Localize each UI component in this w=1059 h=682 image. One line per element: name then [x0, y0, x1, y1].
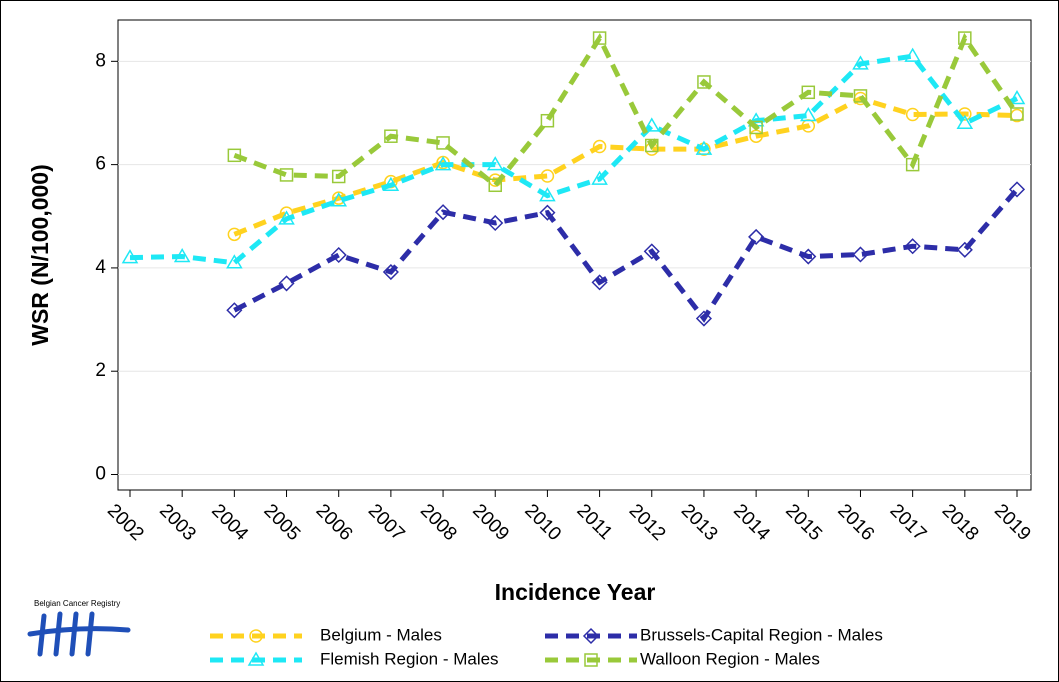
marker	[695, 140, 713, 155]
marker	[1008, 181, 1026, 198]
marker	[956, 241, 973, 258]
marker	[958, 31, 972, 45]
marker	[382, 176, 400, 192]
marker	[331, 169, 346, 184]
marker	[227, 227, 242, 242]
marker	[488, 178, 502, 193]
marker	[539, 187, 556, 202]
marker	[226, 302, 243, 319]
marker	[748, 228, 765, 245]
marker	[227, 148, 242, 163]
y-tick-label: 6	[95, 154, 106, 175]
marker	[1010, 107, 1024, 121]
marker	[539, 204, 556, 221]
legend-label: Belgium - Males	[320, 625, 442, 644]
legend-label: Brussels-Capital Region - Males	[640, 625, 883, 644]
legend-label: Flemish Region - Males	[320, 649, 499, 668]
marker	[853, 89, 868, 103]
marker	[582, 627, 600, 645]
marker	[278, 210, 295, 225]
logo	[27, 611, 131, 657]
marker	[643, 243, 660, 260]
series-line	[233, 32, 1020, 189]
marker	[801, 85, 816, 100]
marker	[799, 107, 817, 122]
marker	[121, 249, 139, 264]
marker	[279, 168, 294, 182]
marker	[173, 248, 191, 263]
marker	[330, 192, 348, 207]
marker	[591, 170, 608, 185]
marker	[695, 310, 713, 327]
legend-label: Walloon Region - Males	[640, 649, 820, 668]
series-line	[233, 187, 1019, 323]
y-axis-title: WSR (N/100,000)	[27, 164, 53, 346]
plot-area	[117, 19, 1032, 491]
marker	[956, 114, 974, 130]
marker	[434, 204, 452, 221]
marker	[384, 129, 398, 143]
marker	[434, 156, 452, 171]
series-line	[233, 95, 1018, 237]
marker	[591, 274, 608, 291]
marker	[247, 651, 265, 666]
marker	[800, 248, 817, 265]
marker	[487, 214, 504, 232]
marker	[697, 75, 711, 89]
marker	[540, 113, 555, 128]
marker	[643, 117, 661, 132]
marker	[904, 47, 921, 62]
marker	[905, 107, 920, 122]
marker	[436, 136, 450, 150]
marker	[592, 31, 607, 45]
marker	[330, 246, 347, 264]
marker	[540, 169, 555, 183]
marker	[852, 246, 869, 263]
y-tick-label: 2	[95, 360, 106, 381]
marker	[226, 254, 243, 269]
series-line	[129, 53, 1019, 266]
marker	[749, 120, 763, 135]
marker	[852, 55, 869, 70]
marker	[905, 157, 920, 172]
marker	[382, 263, 399, 281]
marker	[1008, 90, 1026, 105]
y-tick-label: 4	[95, 257, 106, 278]
marker	[486, 156, 504, 171]
marker	[904, 238, 921, 255]
marker	[584, 653, 598, 667]
logo-text: Belgian Cancer Registry	[34, 599, 120, 608]
marker	[249, 629, 263, 643]
y-tick-label: 8	[95, 50, 106, 71]
x-axis-title: Incidence Year	[495, 579, 656, 605]
marker	[645, 138, 659, 153]
marker	[278, 275, 295, 292]
y-tick-label: 0	[95, 464, 106, 485]
marker	[592, 139, 607, 154]
